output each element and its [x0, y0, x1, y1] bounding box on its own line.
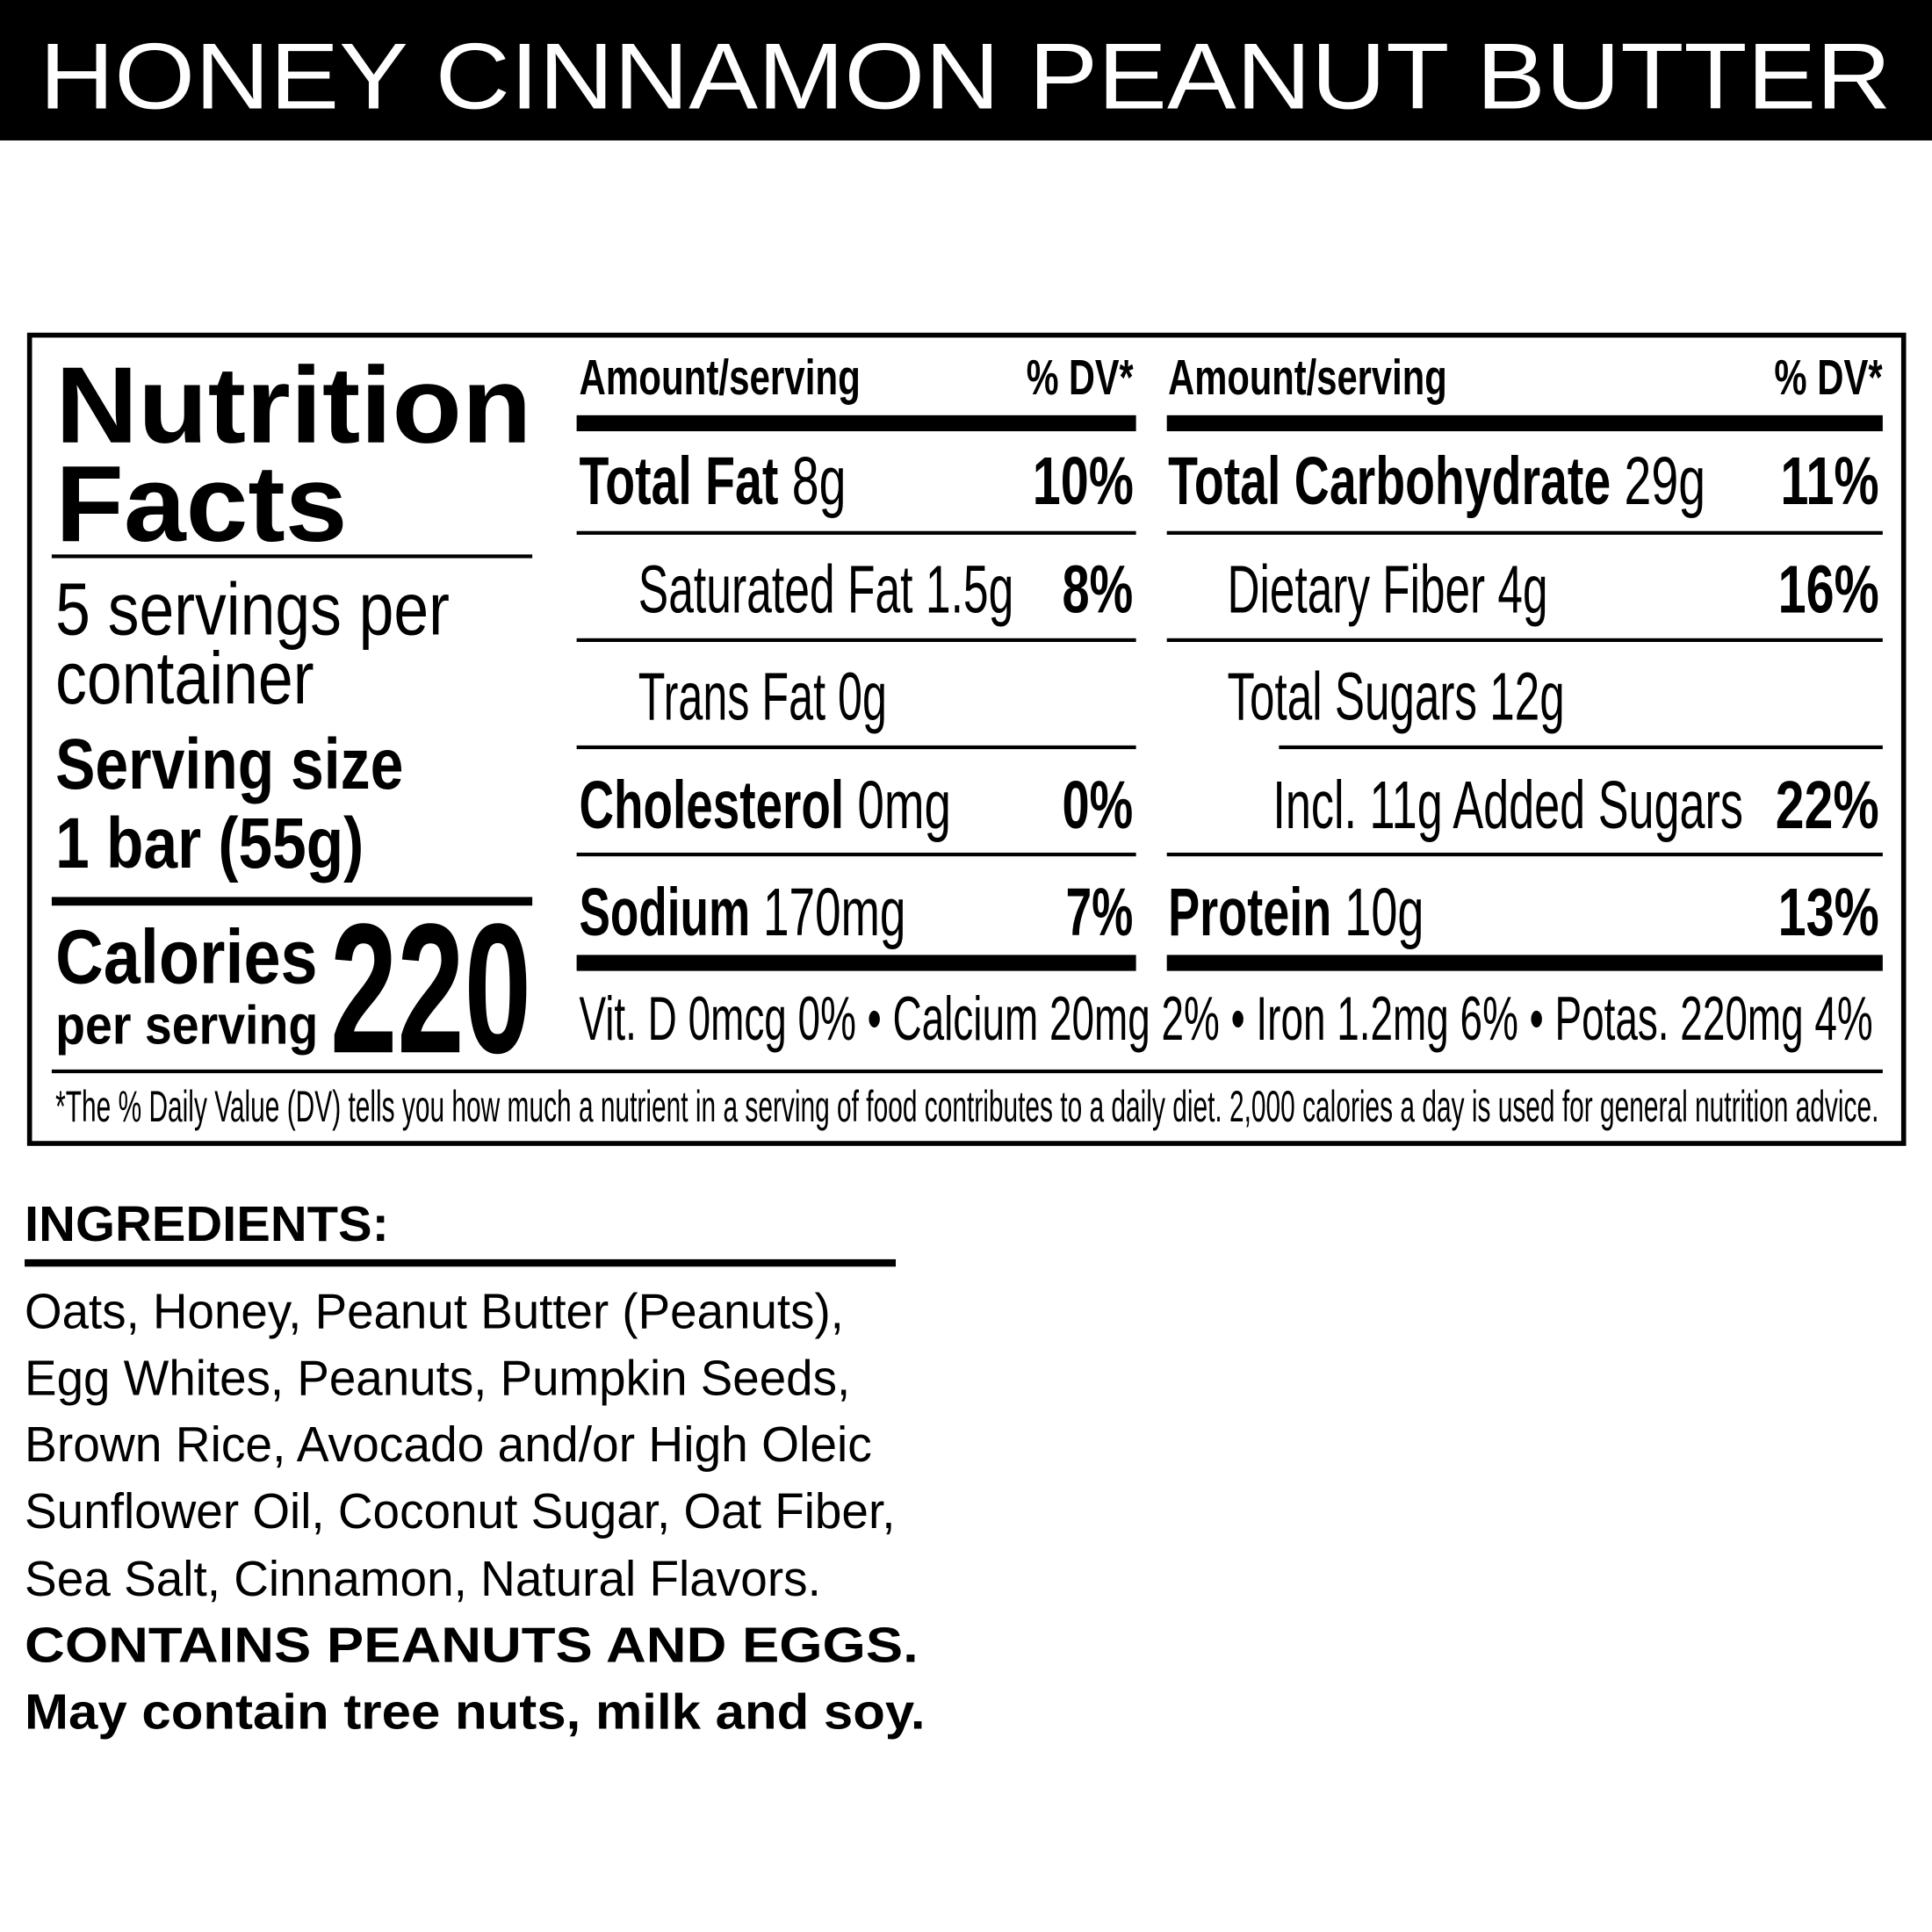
- ingredients-line: Brown Rice, Avocado and/or High Oleic: [25, 1418, 872, 1474]
- divider: [51, 1069, 1883, 1074]
- nutrient-sodium: Sodium 170mg: [579, 873, 906, 950]
- ingredients-line: Oats, Honey, Peanut Butter (Peanuts),: [25, 1285, 844, 1340]
- amount-header: Amount/serving: [579, 351, 861, 407]
- nutrient-cholesterol: Cholesterol 0mg: [579, 766, 952, 843]
- thick-divider: [1166, 955, 1883, 971]
- nutrient-added-sugars: Incl. 11g Added Sugars: [1272, 766, 1744, 843]
- nutrient-protein: Protein 10g: [1168, 873, 1424, 950]
- nutrient-saturated-fat: Saturated Fat 1.5g: [638, 551, 1014, 628]
- thick-divider: [576, 955, 1136, 971]
- dv-saturated-fat: 8%: [1062, 551, 1134, 628]
- dv-dietary-fiber: 16%: [1777, 551, 1879, 628]
- ingredients-line: Sea Salt, Cinnamon, Natural Flavors.: [25, 1553, 821, 1608]
- calories-label: Calories: [55, 914, 318, 1000]
- nutrient-total-fat: Total Fat 8g: [579, 442, 847, 519]
- nutrition-facts-panel: [26, 332, 1907, 1146]
- divider: [51, 554, 533, 559]
- dv-header: % DV*: [1026, 351, 1134, 407]
- vitamins-minerals: Vit. D 0mcg 0% • Calcium 20mg 2% • Iron …: [579, 984, 1873, 1053]
- ingredients-divider: [25, 1258, 897, 1267]
- dv-cholesterol: 0%: [1062, 766, 1134, 843]
- thick-divider: [51, 897, 533, 906]
- divider: [576, 852, 1136, 857]
- divider: [1166, 852, 1883, 857]
- nutrient-total-carbohydrate: Total Carbohydrate 29g: [1168, 442, 1706, 519]
- ingredients-heading: INGREDIENTS:: [25, 1198, 389, 1253]
- may-contain-statement: May contain tree nuts, milk and soy.: [25, 1685, 926, 1741]
- title-bar: [0, 0, 1932, 141]
- servings-per-container-2: container: [55, 636, 314, 719]
- divider: [576, 530, 1136, 535]
- amount-header-right: Amount/serving: [1168, 351, 1447, 407]
- nutrition-facts-title: Nutrition: [55, 343, 532, 466]
- thick-divider: [576, 415, 1136, 432]
- thick-divider: [1166, 415, 1883, 432]
- ingredients-line: Egg Whites, Peanuts, Pumpkin Seeds,: [25, 1352, 851, 1407]
- nutrient-trans-fat: Trans Fat 0g: [638, 658, 887, 735]
- serving-size-label: Serving size: [55, 724, 404, 804]
- ingredients-line: Sunflower Oil, Coconut Sugar, Oat Fiber,: [25, 1485, 896, 1539]
- dv-footnote: *The % Daily Value (DV) tells you how mu…: [55, 1080, 1879, 1132]
- servings-per-container: 5 servings per: [55, 567, 450, 651]
- nutrition-facts-title-2: Facts: [55, 442, 348, 565]
- divider: [1166, 530, 1883, 535]
- divider: [1279, 745, 1883, 750]
- divider: [576, 745, 1136, 750]
- dv-protein: 13%: [1777, 873, 1879, 950]
- divider: [576, 638, 1136, 642]
- calories-sublabel: per serving: [55, 996, 319, 1057]
- dv-total-fat: 10%: [1032, 442, 1134, 519]
- dv-total-carbohydrate: 11%: [1780, 442, 1879, 519]
- nutrient-dietary-fiber: Dietary Fiber 4g: [1227, 551, 1548, 628]
- product-title: HONEY CINNAMON PEANUT BUTTER: [39, 24, 1892, 129]
- calories-value: 220: [330, 883, 531, 1092]
- divider: [1166, 638, 1883, 642]
- dv-header-right: % DV*: [1774, 351, 1883, 407]
- serving-size-value: 1 bar (55g): [55, 803, 364, 883]
- dv-added-sugars: 22%: [1775, 766, 1879, 843]
- dv-sodium: 7%: [1065, 873, 1134, 950]
- nutrient-total-sugars: Total Sugars 12g: [1227, 658, 1565, 735]
- allergen-statement: CONTAINS PEANUTS AND EGGS.: [25, 1619, 919, 1674]
